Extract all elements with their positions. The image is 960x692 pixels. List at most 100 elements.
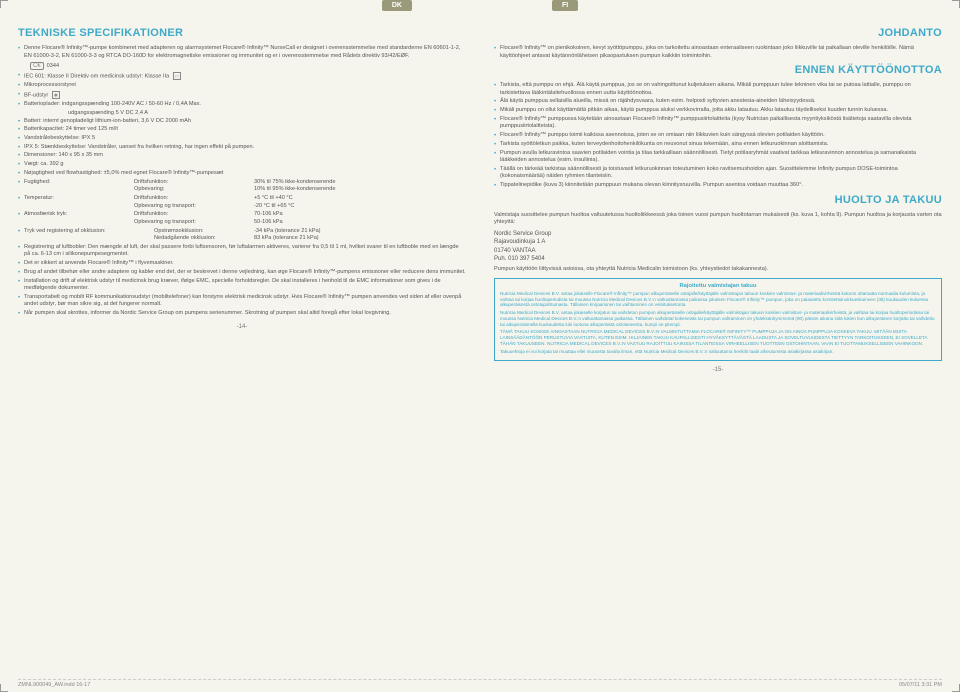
kv-spacer (24, 219, 134, 227)
ennen-item: Flocare® Infinity™ pumppu toimii kaikiss… (494, 132, 942, 140)
ennen-item: Älä käytä pumppua sellaisilla alueilla, … (494, 98, 942, 106)
spec-text: BF-udstyr (24, 93, 48, 99)
kv-spacer (24, 235, 154, 243)
kv-val: 30% til 75% ikke-kondenserende (254, 179, 335, 187)
class2-icon: □ (173, 72, 181, 80)
spec-item: Batteri: internt genopladeligt lithium-i… (18, 118, 466, 126)
kv-val: -20 °C til +65 °C (254, 203, 294, 211)
kv-sub: Opstrømsokklusion: (154, 228, 254, 236)
spec-list-2: Batteri: internt genopladeligt lithium-i… (18, 118, 466, 318)
ennen-item: Mikäli pumppu on ollut käyttämättä pitkä… (494, 107, 942, 115)
footer-row: ZMNL900049_AW.indd 16-17 05/07/11 3:31 P… (18, 679, 942, 688)
kv-val: 10% til 95% ikke-kondenserende (254, 186, 335, 194)
crop-mark (952, 684, 960, 692)
johdanto-list: Flocare® Infinity™ on pienikokoinen, kev… (494, 45, 942, 60)
kv-row: Temperatur:Driftsfunktion:+5 °C til +40 … (18, 195, 466, 210)
kv-sub: Opbevaring og transport: (134, 203, 254, 211)
intro-text: Denne Flocare® Infinity™-pumpe kombinere… (18, 45, 466, 60)
ce-number: 0344 (47, 63, 59, 69)
kv-sub: Driftsfunktion: (134, 195, 254, 203)
spec-item: Vandstrålebeskyttelse: IPX 5 (18, 135, 466, 143)
crop-mark (0, 0, 8, 8)
spec-subline: udgangsspænding 5 V DC 2,4 A (18, 110, 466, 118)
kv-spacer (24, 186, 134, 194)
kv-row: Atmosfærisk tryk:Driftsfunktion:70-106 k… (18, 211, 466, 226)
spec-item: Batterioplader: indgangsspænding 100-240… (18, 101, 466, 109)
kv-sub: Nedadgående okklusion: (154, 235, 254, 243)
ce-mark-row: C€ 0344 (30, 62, 466, 70)
lang-tab-fi: FI (552, 0, 578, 11)
spec-list: IEC 601: Klasse II Direktiv om medicinsk… (18, 72, 466, 109)
warranty-p: Nutricia Medical Devices B.V. antaa joka… (500, 310, 936, 327)
ennen-item: Pumpun avulla letkuravintoa saavien poti… (494, 150, 942, 165)
ennen-list: Tarkista, että pumppu on ehjä. Älä käytä… (494, 82, 942, 190)
spec-item: Batterikapacitet: 24 timer ved 125 ml/t (18, 126, 466, 134)
spec-item: Nøjagtighed ved flowhastighed: ±5,0% med… (18, 170, 466, 178)
warranty-p: Nutricia Medical Devices B.V. antaa joka… (500, 291, 936, 308)
footer-timestamp: 05/07/11 3:31 PM (899, 682, 942, 688)
ennen-item: Flocare® Infinity™ pumppussa käytetään a… (494, 116, 942, 131)
kv-val: 50-106 kPa (254, 219, 283, 227)
kv-sub: Driftsfunktion: (134, 211, 254, 219)
ennen-item: Tarkista, että pumppu on ehjä. Älä käytä… (494, 82, 942, 97)
kv-sub: Driftsfunktion: (134, 179, 254, 187)
huolto-intro: Valmistaja suosittelee pumpun huoltoa va… (494, 212, 942, 227)
intro-list: Denne Flocare® Infinity™-pumpe kombinere… (18, 45, 466, 60)
left-column: TEKNISKE SPECIFIKATIONER Denne Flocare® … (18, 23, 466, 373)
kv-sub: Opbevaring: (134, 186, 254, 194)
page-num-right: -15- (494, 367, 942, 373)
spec-item: Når pumpen skal skrottes, informer da No… (18, 310, 466, 318)
spec-item: Installation og drift af elektrisk udsty… (18, 278, 466, 293)
kv-label: Tryk ved registering af okklusion: (24, 228, 154, 236)
ennen-item: Täällä on tärkeää tarkistaa säännöllises… (494, 166, 942, 181)
spec-item: IEC 601: Klasse II Direktiv om medicinsk… (18, 72, 466, 81)
kv-label: Temperatur: (24, 195, 134, 203)
kv-row: Fugtighed:Driftsfunktion:30% til 75% ikk… (18, 179, 466, 194)
footer-file: ZMNL900049_AW.indd 16-17 (18, 682, 90, 688)
kv-val: 70-106 kPa (254, 211, 283, 219)
bf-icon: ✱ (52, 91, 60, 99)
page-spread: TEKNISKE SPECIFIKATIONER Denne Flocare® … (0, 15, 960, 377)
kv-sub: Opbevaring og transport: (134, 219, 254, 227)
spec-text: udgangsspænding 5 V DC 2,4 A (68, 110, 466, 118)
contact-name: Nordic Service Group (494, 230, 942, 238)
spec-item: IPX 5: Stænkbeskyttelse: Vandstråler, ua… (18, 144, 466, 152)
kv-val: 83 kPa (tolerance 21 kPa) (254, 235, 319, 243)
warranty-box: Rajoitettu valmistajan takuu Nutricia Me… (494, 278, 942, 361)
kv-val: +5 °C til +40 °C (254, 195, 293, 203)
title-johdanto: JOHDANTO (494, 27, 942, 39)
spec-item: Det er sikkert at anvende Flocare® Infin… (18, 260, 466, 268)
page-num-left: -14- (18, 324, 466, 330)
spec-item: Vægt: ca. 392 g (18, 161, 466, 169)
contact-city: 01740 VANTAA (494, 247, 942, 255)
spec-item: Transportabelt og mobilt RF kommunikatio… (18, 294, 466, 309)
ennen-item: Tarkista syöttöletkun paikka, kuten terv… (494, 141, 942, 149)
title-tekniske: TEKNISKE SPECIFIKATIONER (18, 27, 466, 39)
spec-item: Registrering af luftbobler: Den mængde a… (18, 244, 466, 259)
contact-addr: Rajavoudinkuja 1 A (494, 238, 942, 246)
warranty-title: Rajoitettu valmistajan takuu (500, 283, 936, 289)
huolto-p2: Pumpun käyttöön liittyvissä asioissa, ot… (494, 266, 942, 274)
kv-row: Tryk ved registering af okklusion:Opstrø… (18, 228, 466, 243)
spec-text: IEC 601: Klasse II Direktiv om medicinsk… (24, 74, 169, 80)
warranty-p-caps: TÄMÄ TAKUU KOSKEE AINOASTAAN NUTRICIA ME… (500, 329, 936, 346)
warranty-p: Takuuehtoja ei voi korjata tai muuttaa e… (500, 349, 936, 355)
title-ennen: ENNEN KÄYTTÖÖNOTTOA (494, 64, 942, 76)
crop-mark (952, 0, 960, 8)
lang-tab-dk: DK (382, 0, 412, 11)
crop-mark (0, 684, 8, 692)
contact-block: Nordic Service Group Rajavoudinkuja 1 A … (494, 230, 942, 264)
right-column: JOHDANTO Flocare® Infinity™ on pienikoko… (494, 23, 942, 373)
kv-spacer (24, 203, 134, 211)
johdanto-item: Flocare® Infinity™ on pienikokoinen, kev… (494, 45, 942, 60)
kv-val: -34 kPa (tolerance 21 kPa) (254, 228, 321, 236)
title-huolto: HUOLTO JA TAKUU (494, 194, 942, 206)
ennen-item: Tippatelinepidike (kuva 3) kiinnitetään … (494, 182, 942, 190)
ce-mark-icon: C€ (30, 62, 44, 70)
spec-item: Mikroprocessorstyret (18, 82, 466, 90)
kv-label: Fugtighed: (24, 179, 134, 187)
spec-item: Dimensioner: 140 x 95 x 35 mm (18, 152, 466, 160)
lang-tabs: DK FI (0, 0, 960, 15)
spec-item: Brug af andet tilbehør eller andre adapt… (18, 269, 466, 277)
spec-item: BF-udstyr ✱ (18, 91, 466, 100)
